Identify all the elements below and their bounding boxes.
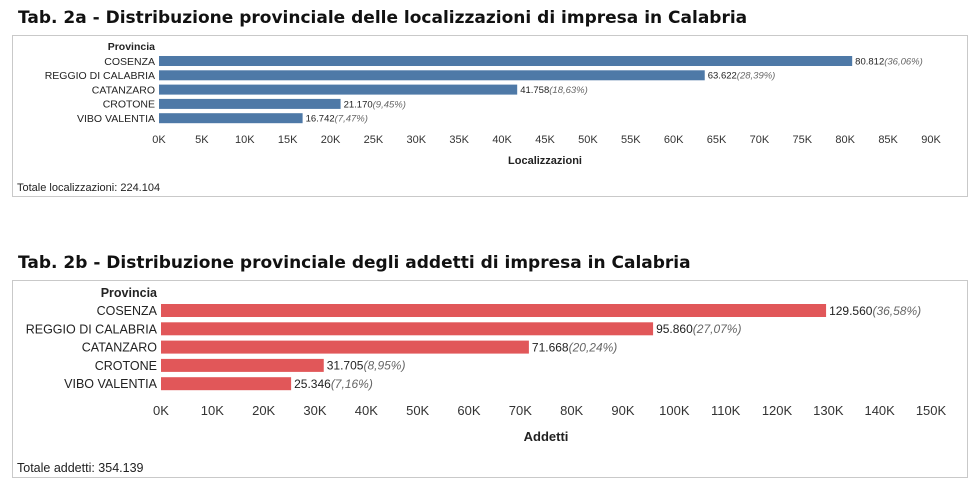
chart-a-panel: Provincia COSENZA 80.812(36,06%) REGGIO DI …: [12, 35, 968, 197]
data-label-value: 25.346: [294, 377, 331, 391]
category-label: COSENZA: [104, 56, 155, 68]
x-tick-label: 75K: [793, 134, 813, 146]
data-label-percent: (18,63%): [549, 85, 588, 96]
x-tick-label: 30K: [407, 134, 427, 146]
data-label-value: 31.705: [327, 359, 364, 373]
x-tick-label: 70K: [750, 134, 770, 146]
row-header: Provincia: [108, 41, 155, 53]
x-axis-title: Addetti: [524, 429, 569, 444]
row-header: Provincia: [101, 286, 158, 300]
data-label: 129.560(36,58%): [829, 304, 921, 318]
data-label-value: 95.860: [656, 322, 693, 336]
bar: [159, 113, 303, 124]
x-tick-label: 35K: [449, 134, 469, 146]
x-tick-label: 50K: [406, 403, 429, 418]
data-label: 21.170(9,45%): [344, 99, 406, 110]
x-tick-label: 110K: [711, 403, 741, 418]
x-tick-label: 140K: [864, 403, 895, 418]
data-label-percent: (28,39%): [737, 71, 776, 82]
bar: [159, 70, 705, 81]
total-footer: Totale addetti: 354.139: [17, 461, 144, 475]
x-tick-label: 0K: [152, 134, 166, 146]
data-label: 16.742(7,47%): [306, 114, 368, 125]
x-tick-label: 80K: [560, 403, 583, 418]
x-tick-label: 130K: [813, 403, 844, 418]
x-tick-label: 120K: [762, 403, 793, 418]
x-tick-label: 45K: [535, 134, 555, 146]
data-label: 71.668(20,24%): [532, 340, 617, 354]
category-label: CATANZARO: [82, 341, 158, 355]
data-label-value: 80.812: [855, 56, 884, 67]
category-label: CROTONE: [95, 359, 157, 373]
x-tick-label: 80K: [835, 134, 855, 146]
x-tick-label: 10K: [235, 134, 255, 146]
bar: [161, 358, 324, 372]
data-label-percent: (7,16%): [331, 377, 373, 391]
x-tick-label: 65K: [707, 134, 727, 146]
chart-a-svg: Provincia COSENZA 80.812(36,06%) REGGIO DI …: [17, 41, 941, 194]
data-label-percent: (36,58%): [872, 304, 921, 318]
data-label-value: 21.170: [344, 99, 373, 110]
bar: [161, 304, 827, 317]
x-tick-label: 40K: [355, 403, 378, 418]
data-label-value: 71.668: [532, 340, 569, 354]
category-label: CROTONE: [103, 99, 155, 111]
x-tick-label: 40K: [492, 134, 512, 146]
x-tick-label: 20K: [252, 403, 275, 418]
data-label-percent: (27,07%): [693, 322, 742, 336]
bar: [159, 84, 518, 95]
data-label-percent: (7,47%): [335, 114, 368, 125]
total-footer: Totale localizzazioni: 224.104: [17, 182, 160, 194]
data-label: 31.705(8,95%): [327, 359, 406, 373]
x-axis-title: Localizzazioni: [508, 155, 582, 167]
data-label: 80.812(36,06%): [855, 56, 923, 67]
category-label: VIBO VALENTIA: [77, 113, 155, 125]
chart-b-svg: Provincia COSENZA 129.560(36,58%) REGGIO DI…: [17, 286, 947, 475]
x-tick-label: 30K: [303, 403, 326, 418]
x-tick-label: 150K: [916, 403, 947, 418]
chart-b-panel: Provincia COSENZA 129.560(36,58%) REGGIO DI…: [12, 280, 968, 478]
bar: [159, 56, 853, 66]
category-label: COSENZA: [97, 304, 158, 318]
category-label: CATANZARO: [92, 84, 155, 96]
data-label-percent: (9,45%): [373, 99, 406, 110]
x-tick-label: 10K: [201, 403, 224, 418]
x-tick-label: 85K: [878, 134, 898, 146]
category-label: VIBO VALENTIA: [64, 377, 158, 391]
data-label-value: 16.742: [306, 114, 335, 125]
chart-b-title: Tab. 2b - Distribuzione provinciale degl…: [18, 253, 691, 273]
x-tick-label: 0K: [153, 403, 169, 418]
data-label: 41.758(18,63%): [520, 85, 588, 96]
x-tick-label: 60K: [664, 134, 684, 146]
x-tick-label: 90K: [921, 134, 941, 146]
x-tick-label: 70K: [509, 403, 532, 418]
x-tick-label: 5K: [195, 134, 209, 146]
bar: [161, 377, 292, 391]
data-label-percent: (8,95%): [363, 359, 405, 373]
bar: [159, 98, 341, 109]
x-tick-label: 15K: [278, 134, 298, 146]
data-label: 25.346(7,16%): [294, 377, 373, 391]
bar: [161, 322, 654, 336]
category-label: REGGIO DI CALABRIA: [45, 70, 155, 82]
data-label: 95.860(27,07%): [656, 322, 741, 336]
data-label-value: 41.758: [520, 85, 549, 96]
category-label: REGGIO DI CALABRIA: [26, 322, 158, 336]
bar: [161, 340, 529, 354]
data-label-value: 63.622: [708, 71, 737, 82]
x-tick-label: 55K: [621, 134, 641, 146]
x-tick-label: 90K: [611, 403, 634, 418]
chart-a-title: Tab. 2a - Distribuzione provinciale dell…: [18, 8, 748, 28]
data-label: 63.622(28,39%): [708, 71, 776, 82]
data-label-value: 129.560: [829, 304, 873, 318]
x-tick-label: 50K: [578, 134, 598, 146]
x-tick-label: 100K: [659, 403, 690, 418]
data-label-percent: (36,06%): [884, 56, 923, 67]
x-tick-label: 60K: [457, 403, 480, 418]
data-label-percent: (20,24%): [569, 340, 618, 354]
x-tick-label: 20K: [321, 134, 341, 146]
x-tick-label: 25K: [364, 134, 384, 146]
